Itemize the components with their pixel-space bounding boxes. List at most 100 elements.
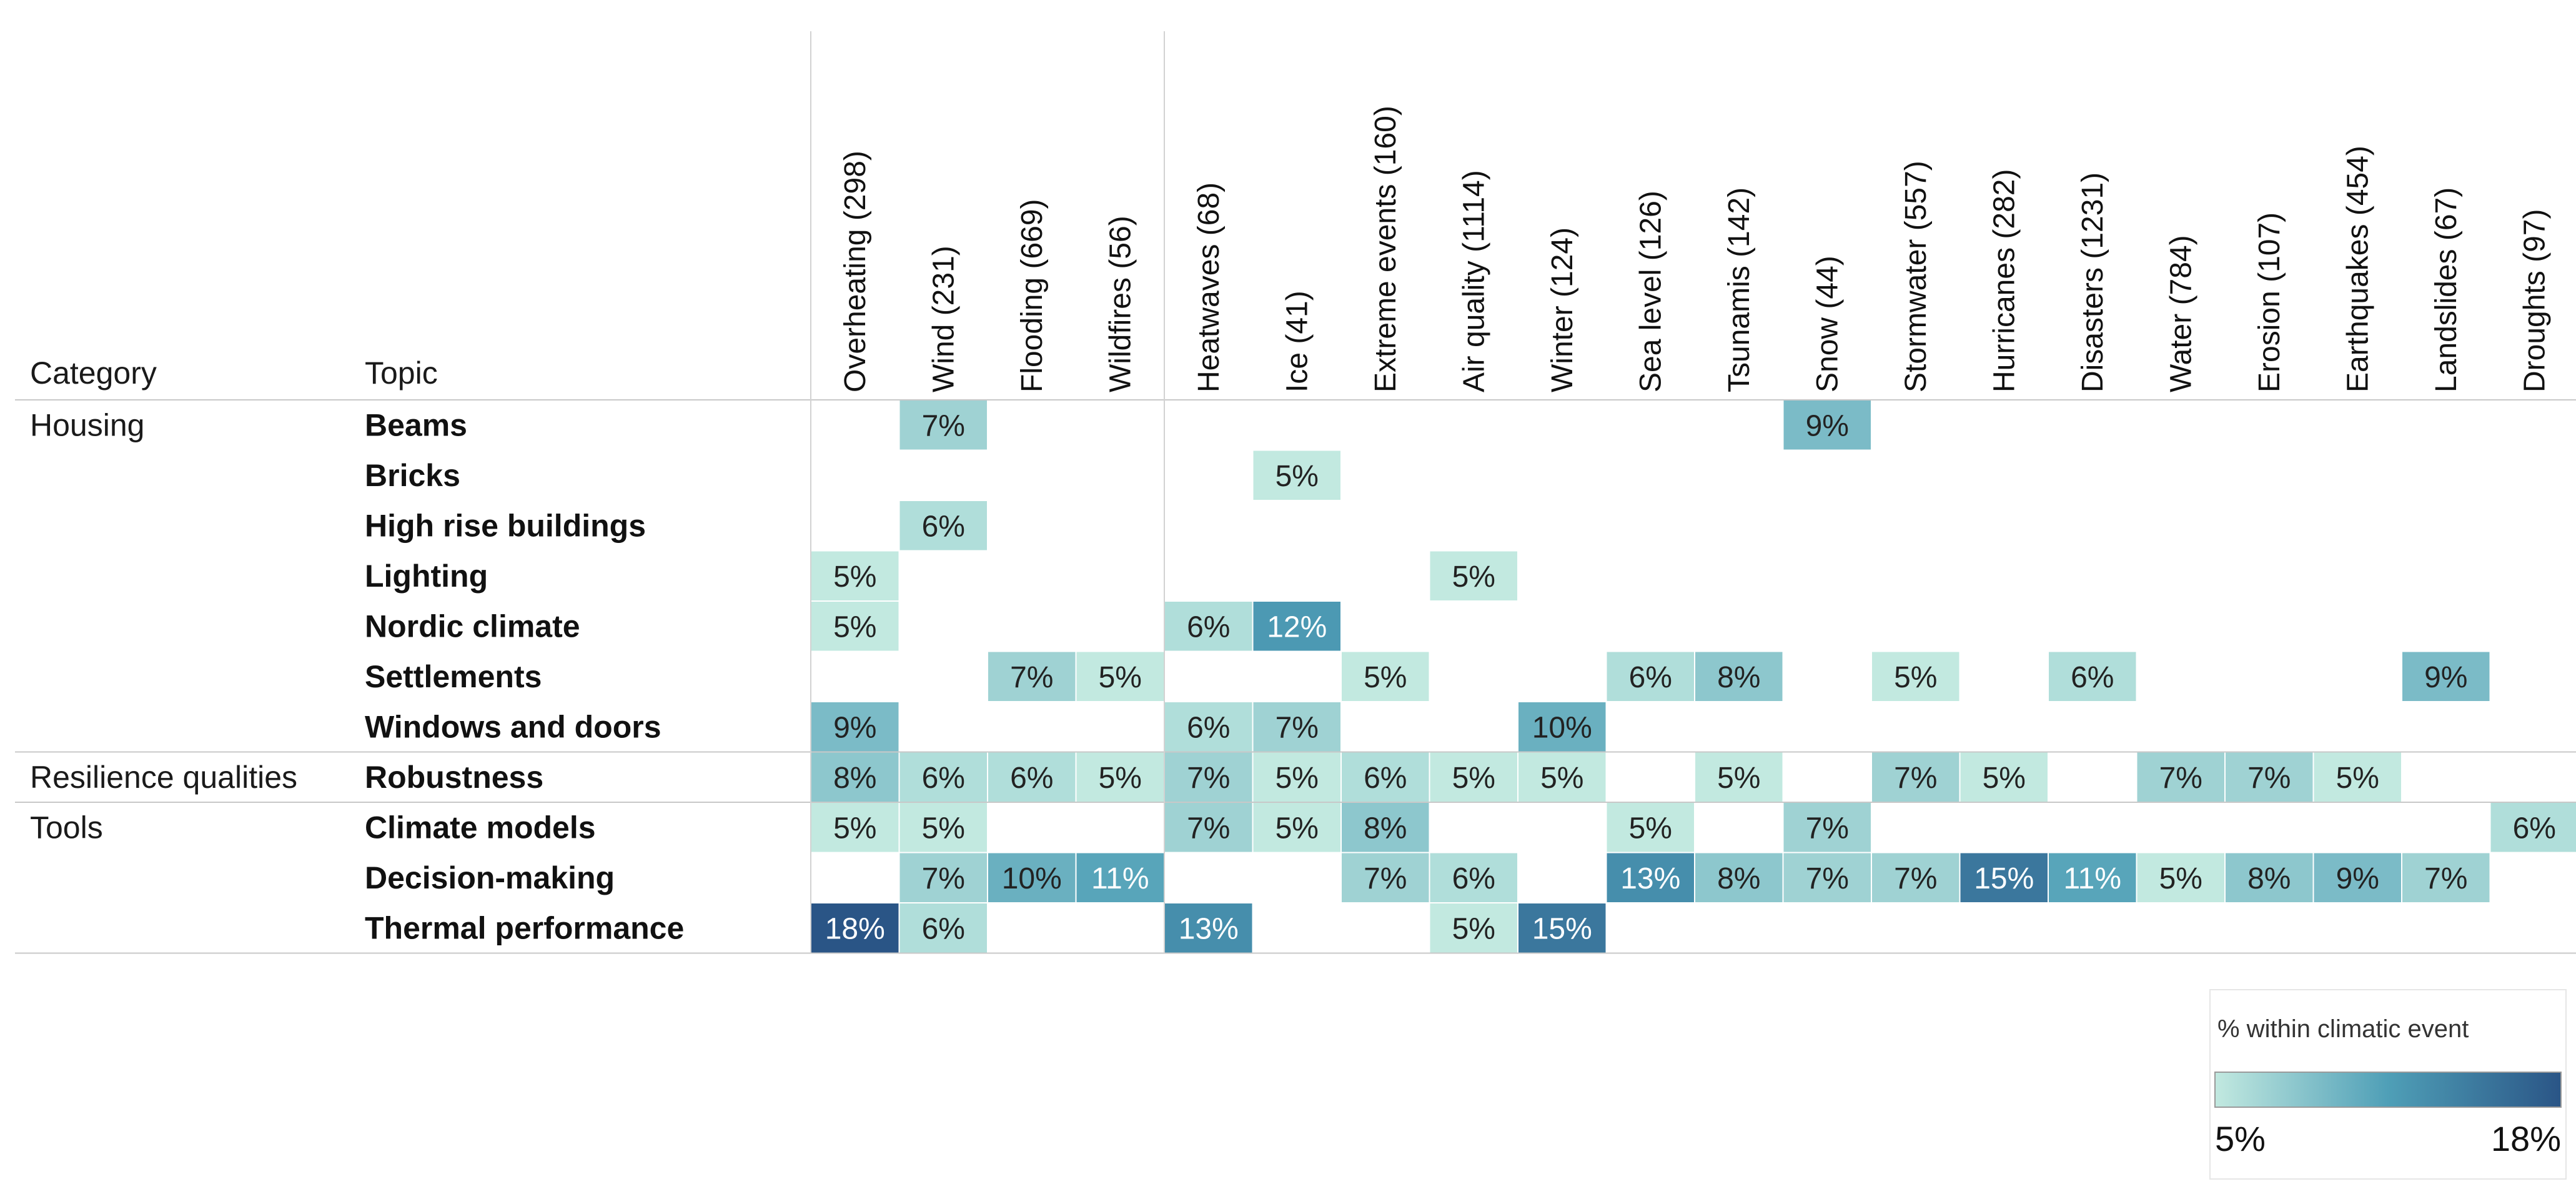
- topic-label-lighting: Lighting: [365, 559, 488, 594]
- heatmap-cell: [1518, 752, 1606, 802]
- cell-value-label: 9%: [2336, 862, 2379, 895]
- column-label-wind: Wind (231): [927, 246, 960, 392]
- cell-value-label: 6%: [1364, 762, 1407, 795]
- column-label-extreme-events: Extreme events (160): [1369, 106, 1402, 392]
- heatmap-cell: [1253, 752, 1340, 802]
- heatmap-cell: [1960, 752, 2048, 802]
- heatmap-cell: [1165, 702, 1252, 752]
- heatmap-cell: [1165, 803, 1252, 852]
- cell-value-label: 5%: [1983, 762, 2026, 795]
- heatmap-cell: [1165, 752, 1252, 802]
- heatmap-cell: [1872, 752, 1959, 802]
- heatmap-cell: [1783, 400, 1871, 450]
- cell-value-label: 8%: [1717, 661, 1760, 694]
- cell-value-label: 5%: [1629, 812, 1672, 845]
- cell-value-label: 6%: [1010, 762, 1053, 795]
- heatmap-cell: [1518, 903, 1606, 953]
- topic-label-robustness: Robustness: [365, 760, 543, 795]
- cell-value-label: 5%: [1452, 560, 1495, 594]
- cell-value-label: 5%: [833, 812, 876, 845]
- cell-value-label: 8%: [1364, 812, 1407, 845]
- cell-value-label: 5%: [1276, 460, 1319, 493]
- cell-value-label: 8%: [1717, 862, 1760, 895]
- heatmap-cell: [1430, 853, 1517, 902]
- heatmap-cell: [2402, 652, 2490, 701]
- column-label-landslides: Landslides (67): [2430, 187, 2463, 392]
- column-label-droughts: Droughts (97): [2518, 209, 2551, 392]
- cell-value-label: 6%: [1629, 661, 1672, 694]
- cell-value-label: 6%: [2513, 812, 2556, 845]
- column-label-water: Water (784): [2164, 235, 2197, 392]
- cell-value-label: 7%: [1806, 812, 1849, 845]
- heatmap-cell: [1342, 853, 1429, 902]
- heatmap-cell: [1430, 903, 1517, 953]
- cell-value-label: 7%: [1894, 762, 1937, 795]
- column-label-disasters: Disasters (1231): [2076, 172, 2109, 392]
- heatmap-cell: [1342, 652, 1429, 701]
- cell-value-label: 7%: [1187, 762, 1230, 795]
- heatmap-cell: [2226, 752, 2313, 802]
- cell-value-label: 10%: [1002, 862, 1062, 895]
- cell-value-label: 7%: [1806, 862, 1849, 895]
- heatmap-cell: [2049, 652, 2136, 701]
- legend-gradient-bar: [2214, 1072, 2562, 1108]
- cell-value-label: 7%: [1894, 862, 1937, 895]
- heatmap-cell: [2314, 752, 2401, 802]
- cell-value-label: 13%: [1179, 912, 1239, 945]
- heatmap-cell: [811, 602, 899, 651]
- heatmap-cell: [1695, 853, 1783, 902]
- cell-value-label: 10%: [1532, 711, 1592, 744]
- category-label-tools: Tools: [30, 810, 103, 845]
- column-label-snow: Snow (44): [1811, 256, 1844, 392]
- heatmap-cell: [2049, 853, 2136, 902]
- heatmap-cell: [1076, 752, 1164, 802]
- heatmap-cell: [899, 400, 987, 450]
- heatmap-cell: [1518, 702, 1606, 752]
- cell-value-label: 5%: [1540, 762, 1583, 795]
- heatmap-cell: [1165, 903, 1252, 953]
- cell-value-label: 6%: [1452, 862, 1495, 895]
- cell-value-label: 6%: [922, 762, 965, 795]
- heatmap-cell: [2226, 853, 2313, 902]
- heatmap-cell: [2402, 853, 2490, 902]
- cell-value-label: 8%: [2247, 862, 2291, 895]
- column-label-sea-level: Sea level (126): [1634, 191, 1667, 392]
- category-header: Category: [30, 356, 157, 391]
- heatmap-cell: [1783, 803, 1871, 852]
- cell-value-label: 12%: [1267, 610, 1327, 644]
- cell-value-label: 9%: [1806, 409, 1849, 442]
- column-label-heatwaves: Heatwaves (68): [1192, 182, 1226, 392]
- topic-label-high-rise-buildings: High rise buildings: [365, 508, 646, 543]
- heatmap-cell: [811, 551, 899, 600]
- topic-label-climate-models: Climate models: [365, 810, 596, 845]
- cell-value-label: 5%: [1099, 661, 1142, 694]
- heatmap-cell: [1076, 853, 1164, 902]
- heatmap-cell: [811, 903, 899, 953]
- legend-title: % within climatic event: [2217, 1015, 2469, 1043]
- column-label-winter: Winter (124): [1546, 227, 1579, 392]
- cell-value-label: 11%: [1091, 862, 1149, 895]
- cell-value-label: 7%: [1187, 812, 1230, 845]
- cell-value-label: 5%: [2336, 762, 2379, 795]
- heatmap-cell: [899, 501, 987, 550]
- cell-value-label: 8%: [833, 762, 876, 795]
- heatmap-cell: [1342, 803, 1429, 852]
- topic-label-bricks: Bricks: [365, 458, 460, 493]
- heatmap-cell: [988, 752, 1076, 802]
- cell-value-label: 5%: [1364, 661, 1407, 694]
- cell-value-label: 5%: [2159, 862, 2202, 895]
- heatmap-cell: [2137, 853, 2224, 902]
- cell-value-label: 13%: [1620, 862, 1680, 895]
- cell-value-label: 7%: [2424, 862, 2467, 895]
- heatmap-cell: [1872, 853, 1959, 902]
- column-label-erosion: Erosion (107): [2253, 212, 2286, 392]
- cell-value-label: 7%: [922, 409, 965, 442]
- heatmap-cell: [988, 853, 1076, 902]
- heatmap-cell: [1607, 652, 1694, 701]
- column-label-stormwater: Stormwater (557): [1900, 161, 1933, 392]
- heatmap-cell: [1253, 702, 1340, 752]
- heatmap-cell: [899, 803, 987, 852]
- legend-min-label: 5%: [2215, 1119, 2266, 1158]
- category-label-resilience-qualities: Resilience qualities: [30, 760, 297, 795]
- cell-value-label: 7%: [1010, 661, 1053, 694]
